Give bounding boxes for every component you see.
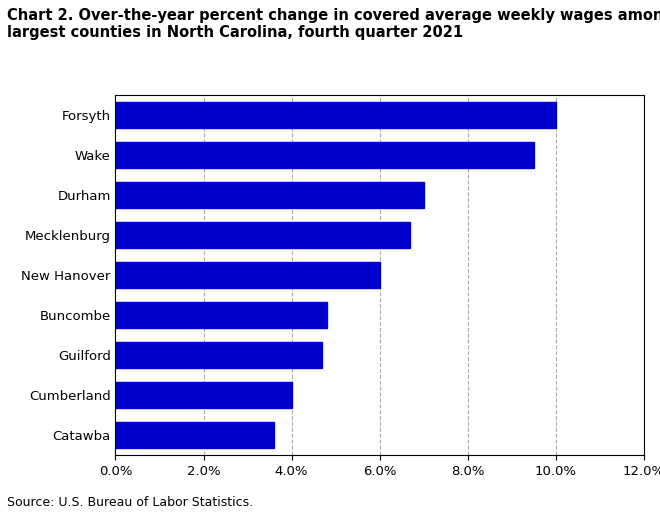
Bar xyxy=(115,382,292,408)
Text: Source: U.S. Bureau of Labor Statistics.: Source: U.S. Bureau of Labor Statistics. xyxy=(7,496,253,509)
Bar xyxy=(115,422,274,448)
Bar xyxy=(115,342,322,368)
Bar xyxy=(115,262,380,288)
Bar xyxy=(115,222,411,248)
Bar xyxy=(115,102,556,128)
Bar xyxy=(115,182,424,208)
Bar xyxy=(115,302,327,328)
Bar xyxy=(115,142,533,168)
Text: Chart 2. Over-the-year percent change in covered average weekly wages among the
: Chart 2. Over-the-year percent change in… xyxy=(7,8,660,40)
